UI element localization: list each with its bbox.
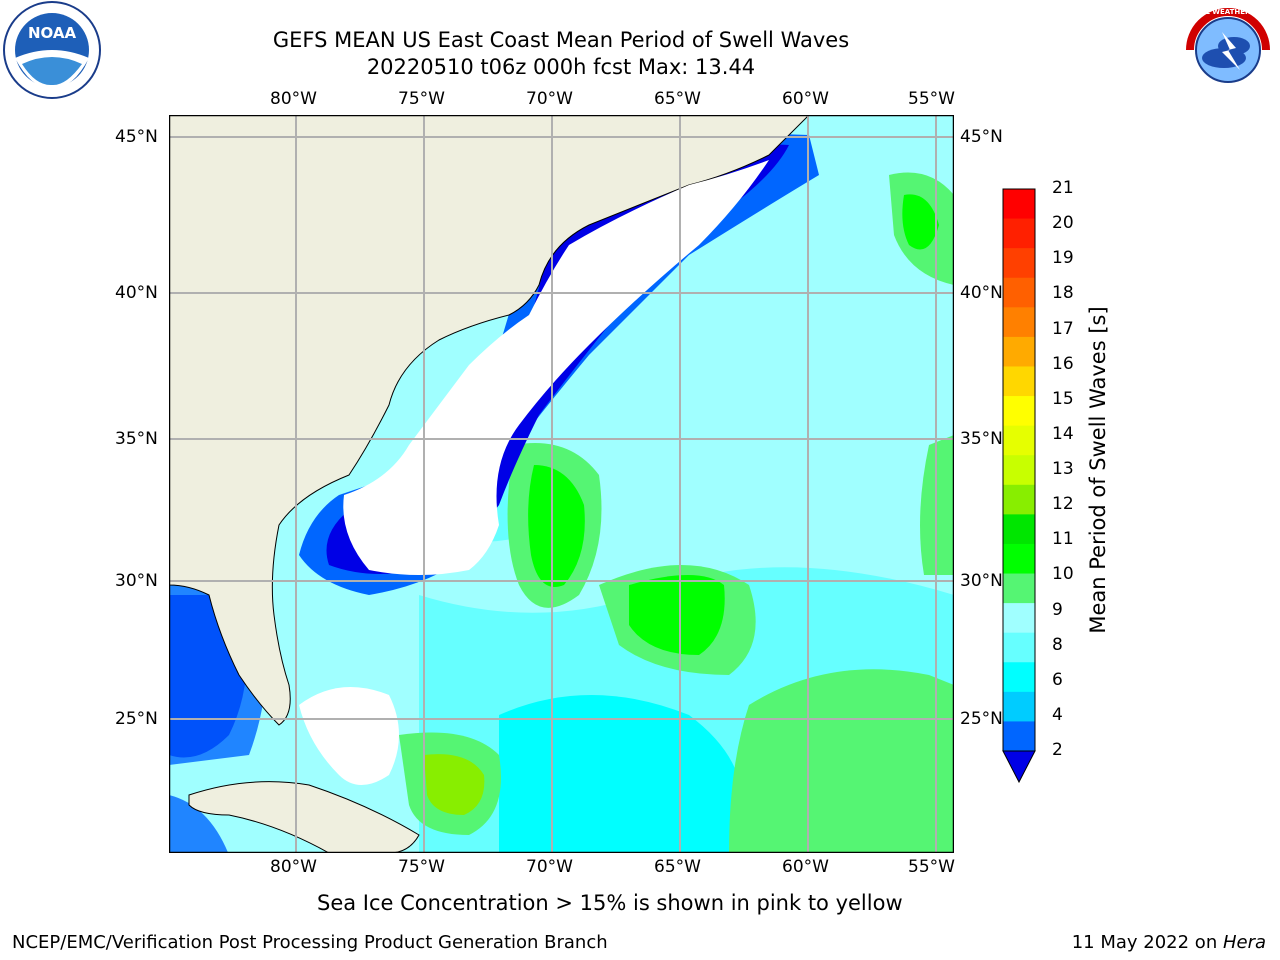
colorbar-segment [1003, 573, 1035, 604]
colorbar-segment [1003, 396, 1035, 427]
lon-label-bottom-80w: 80°W [270, 857, 317, 877]
lat-label-right-45n: 45°N [960, 127, 1003, 147]
green-patch-northeast-core [902, 194, 939, 250]
lat-label-left-35n: 35°N [115, 429, 158, 449]
lon-label-bottom-65w: 65°W [654, 857, 701, 877]
footer-host: Hera [1222, 932, 1266, 953]
colorbar-tick-label: 18 [1052, 283, 1074, 304]
lat-label-left-30n: 30°N [115, 571, 158, 591]
lat-label-right-25n: 25°N [960, 709, 1003, 729]
lon-label-top-75w: 75°W [398, 89, 445, 109]
footer-date: 11 May 2022 on [1071, 932, 1223, 953]
map-frame [169, 115, 954, 853]
lat-label-left-45n: 45°N [115, 127, 158, 147]
colorbar-tick-label: 20 [1052, 213, 1074, 234]
colorbar-tick-label: 17 [1052, 318, 1074, 339]
noaa-logo: NOAA [0, 0, 105, 100]
colorbar-tick-label: 10 [1052, 564, 1074, 585]
colorbar-tick-label: 13 [1052, 459, 1074, 479]
chart-title: GEFS MEAN US East Coast Mean Period of S… [272, 28, 850, 52]
sea-ice-note: Sea Ice Concentration > 15% is shown in … [317, 891, 903, 915]
green-patch-east-core [629, 575, 725, 655]
colorbar-tick-label: 9 [1052, 599, 1063, 620]
colorbar-segment [1003, 484, 1035, 515]
colorbar-segment [1003, 543, 1035, 575]
colorbar-segment [1003, 425, 1035, 456]
colorbar-tick-label: 4 [1052, 704, 1063, 725]
colorbar-segment [1003, 662, 1035, 693]
colorbar [1002, 188, 1036, 784]
lon-label-top-70w: 70°W [526, 89, 573, 109]
chart-subtitle: 20220510 t06z 000h fcst Max: 13.44 [366, 55, 756, 79]
nws-logo: NATIONAL WEATHER SERVICE [1170, 2, 1280, 98]
colorbar-label-text: Mean Period of Swell Waves [s] [1086, 306, 1110, 634]
colorbar-tick-label: 11 [1052, 529, 1074, 550]
colorbar-segment [1003, 721, 1035, 752]
colorbar-tick-label: 15 [1052, 388, 1074, 409]
lon-label-top-60w: 60°W [782, 89, 829, 109]
colorbar-tick-label: 21 [1052, 178, 1074, 198]
lon-label-top-55w: 55°W [908, 89, 955, 109]
colorbar-segment [1003, 336, 1035, 367]
colorbar-tick-label: 19 [1052, 248, 1074, 269]
nodata-bahamas [299, 687, 399, 785]
nodata-coastal [343, 160, 769, 575]
colorbar-segment [1003, 603, 1035, 634]
colorbar-segment [1003, 189, 1035, 220]
colorbar-segment [1003, 514, 1035, 545]
lat-label-left-40n: 40°N [115, 283, 158, 303]
colorbar-segment [1003, 277, 1035, 308]
nws-logo-text: NATIONAL WEATHER SERVICE [1178, 8, 1278, 16]
gridlines [169, 115, 954, 853]
lat-label-right-30n: 30°N [960, 571, 1003, 591]
colorbar-tick-label: 16 [1052, 353, 1074, 374]
colorbar-tick-label: 2 [1052, 740, 1063, 760]
lon-label-bottom-70w: 70°W [526, 857, 573, 877]
colorbar-tick-label: 12 [1052, 494, 1074, 515]
colorbar-segment [1003, 248, 1035, 279]
colorbar-ticks: 21 20 19 18 17 16 15 14 13 12 11 10 9 8 6 4 2 [1052, 178, 1092, 778]
noaa-logo-text: NOAA [28, 24, 77, 42]
lon-label-bottom-55w: 55°W [908, 857, 955, 877]
lat-label-right-35n: 35°N [960, 429, 1003, 449]
lat-label-right-40n: 40°N [960, 283, 1003, 303]
lon-label-bottom-60w: 60°W [782, 857, 829, 877]
green-patch-bahamas-core [424, 754, 485, 815]
colorbar-tick-label: 6 [1052, 669, 1063, 690]
green-patch-center-core [528, 465, 585, 587]
green-patch-southeast [729, 669, 954, 853]
colorbar-segment [1003, 218, 1035, 249]
land-cuba [188, 781, 420, 853]
land-us [169, 115, 810, 726]
lon-label-top-80w: 80°W [270, 89, 317, 109]
colorbar-tick-label: 8 [1052, 634, 1063, 655]
lon-label-top-65w: 65°W [654, 89, 701, 109]
ocean-cyan-southwest [499, 695, 743, 853]
colorbar-segment [1003, 691, 1035, 722]
lat-label-left-25n: 25°N [115, 709, 158, 729]
colorbar-tick-label: 14 [1052, 423, 1074, 444]
footer-right: 11 May 2022 on Hera [1072, 932, 1266, 953]
colorbar-segment [1003, 455, 1035, 486]
swell-period-map [169, 115, 954, 853]
colorbar-extend-triangle [1002, 750, 1036, 784]
footer-left: NCEP/EMC/Verification Post Processing Pr… [12, 932, 608, 953]
lon-label-bottom-75w: 75°W [398, 857, 445, 877]
colorbar-segment [1003, 632, 1035, 663]
colorbar-border [1002, 188, 1036, 752]
colorbar-segment [1003, 366, 1035, 397]
colorbar-segment [1003, 307, 1035, 338]
